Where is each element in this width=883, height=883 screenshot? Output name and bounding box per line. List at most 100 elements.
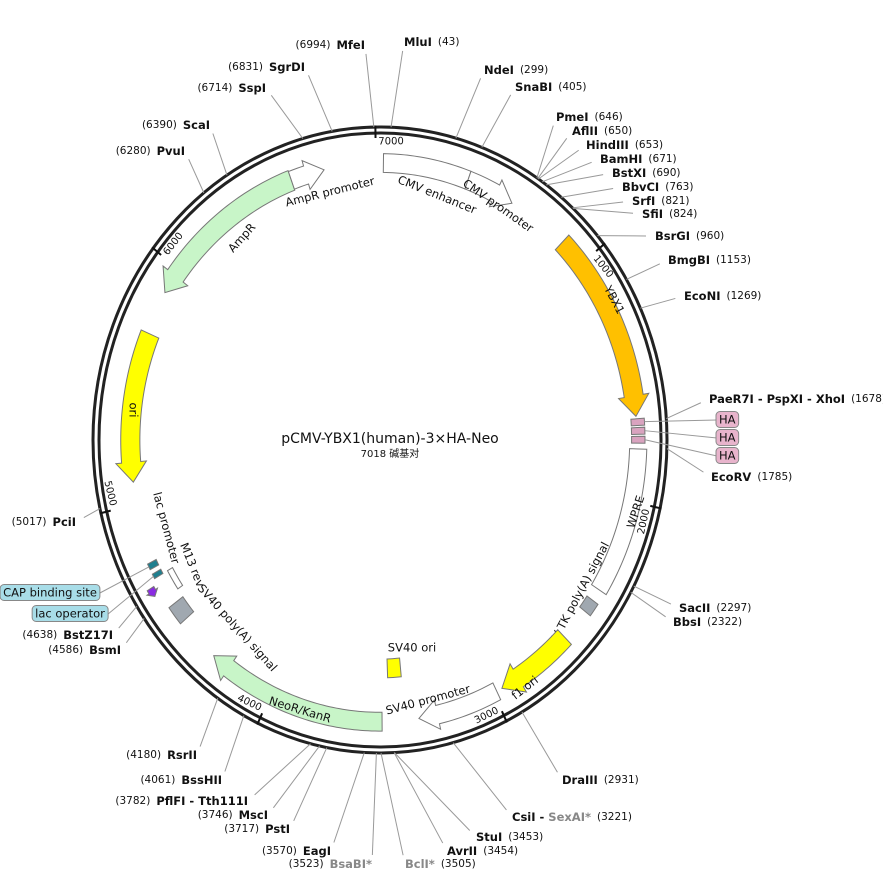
site-leader <box>537 138 568 179</box>
tick-mark <box>500 710 508 723</box>
site-position: (2322) <box>707 616 742 628</box>
site-label: SfiI (824) <box>642 207 697 221</box>
site-position: (3453) <box>508 831 543 843</box>
feature-label-box <box>715 447 740 464</box>
site-position: (1785) <box>757 471 792 483</box>
site-name: BbsI <box>673 615 701 629</box>
site-label: PmeI (646) <box>556 110 623 124</box>
site-name: SnaBI <box>515 80 552 94</box>
site-leader <box>272 745 320 809</box>
site-name: SacII <box>679 601 710 615</box>
site-position: (821) <box>661 195 689 207</box>
site-leader <box>394 752 471 831</box>
site-leader <box>536 125 554 179</box>
site-label: (4061) BssHII <box>140 773 222 787</box>
site-label: PaeR7I - PspXI - XhoI (1678) <box>709 392 883 406</box>
site-leader <box>626 263 661 280</box>
feature-arrow <box>151 568 164 580</box>
tick-mark <box>99 509 111 515</box>
feature-label-box <box>715 411 740 428</box>
site-leader <box>270 94 304 139</box>
site-leader <box>538 149 579 180</box>
feature-label: M13 rev <box>177 541 207 590</box>
site-label: (3746) MscI <box>198 808 268 822</box>
site-position: (690) <box>652 167 680 179</box>
site-label: (6280) PvuI <box>116 144 185 158</box>
site-name: MscI <box>239 808 268 822</box>
backbone-outer <box>91 125 669 755</box>
site-position: (1153) <box>716 254 751 266</box>
site-label: (3570) EagI <box>262 844 331 858</box>
site-position: (960) <box>696 230 724 242</box>
site-position: (824) <box>669 208 697 220</box>
site-name: CsiI - <box>512 810 545 824</box>
site-position: (671) <box>648 153 676 165</box>
site-label: EcoRV (1785) <box>711 470 792 484</box>
site-name: ScaI <box>183 118 210 132</box>
site-name: BmgBI <box>668 253 710 267</box>
site-leader <box>546 174 604 186</box>
site-leader <box>393 752 444 844</box>
feature-label-box <box>715 429 740 446</box>
site-name: AvrII <box>447 844 477 858</box>
site-name: EagI <box>303 844 331 858</box>
site-name: DraIII <box>562 773 598 787</box>
site-leader <box>572 207 634 214</box>
site-name: BstXI <box>612 166 646 180</box>
site-leader <box>365 53 375 128</box>
site-leader <box>561 187 614 198</box>
feature-arrow <box>168 595 195 625</box>
site-name: EcoRV <box>711 470 751 484</box>
site-name: BssHII <box>181 773 222 787</box>
site-name: PciI <box>53 515 76 529</box>
feature-arrow <box>554 234 650 418</box>
feature-label: HA <box>719 413 736 427</box>
site-label: (6831) SgrDI <box>228 60 305 74</box>
site-leader <box>572 201 624 209</box>
site-name: BsmI <box>89 643 121 657</box>
site-leader <box>188 158 205 194</box>
site-leader <box>666 402 702 420</box>
feature-arrow <box>213 655 383 732</box>
site-position: (650) <box>604 125 632 137</box>
site-name: BamHI <box>600 152 642 166</box>
site-name: PmeI <box>556 110 589 124</box>
site-position: (4586) <box>48 644 83 656</box>
site-position: (5017) <box>12 516 47 528</box>
site-name: MfeI <box>336 38 365 52</box>
site-label: AvrII (3454) <box>447 844 518 858</box>
site-leader <box>212 133 228 176</box>
site-name: SrfI <box>632 194 655 208</box>
site-name: SspI <box>238 81 266 95</box>
site-label: DraIII (2931) <box>562 773 639 787</box>
feature-arrow <box>418 682 502 731</box>
site-position: (405) <box>558 81 586 93</box>
site-name: EcoNI <box>684 289 720 303</box>
site-leader <box>542 161 592 183</box>
site-position: (3746) <box>198 809 233 821</box>
site-position: (6831) <box>228 61 263 73</box>
site-name: RsrII <box>167 748 197 762</box>
site-position: (4180) <box>126 749 161 761</box>
site-label: BsrGI (960) <box>655 229 724 243</box>
site-label: BmgBI (1153) <box>668 253 751 267</box>
site-position: (3570) <box>262 845 297 857</box>
site-leader <box>452 742 507 811</box>
site-leader <box>455 78 482 139</box>
site-position: (763) <box>665 181 693 193</box>
feature-label: HA <box>719 431 736 445</box>
site-leader <box>254 743 311 796</box>
feature-label: SV40 ori <box>388 641 436 655</box>
site-label: BbsI (2322) <box>673 615 742 629</box>
map-title: pCMV-YBX1(human)-3×HA-Neo <box>281 431 499 447</box>
site-label: NdeI (299) <box>484 63 548 77</box>
feature-label: CAP binding site <box>3 586 97 600</box>
feature-arrow <box>114 329 160 483</box>
site-position: (2931) <box>604 774 639 786</box>
site-label: BstXI (690) <box>612 166 681 180</box>
feature-leader <box>644 430 718 439</box>
site-position: (43) <box>438 36 460 48</box>
site-position: (3717) <box>224 823 259 835</box>
tick-label: 7000 <box>378 136 404 147</box>
